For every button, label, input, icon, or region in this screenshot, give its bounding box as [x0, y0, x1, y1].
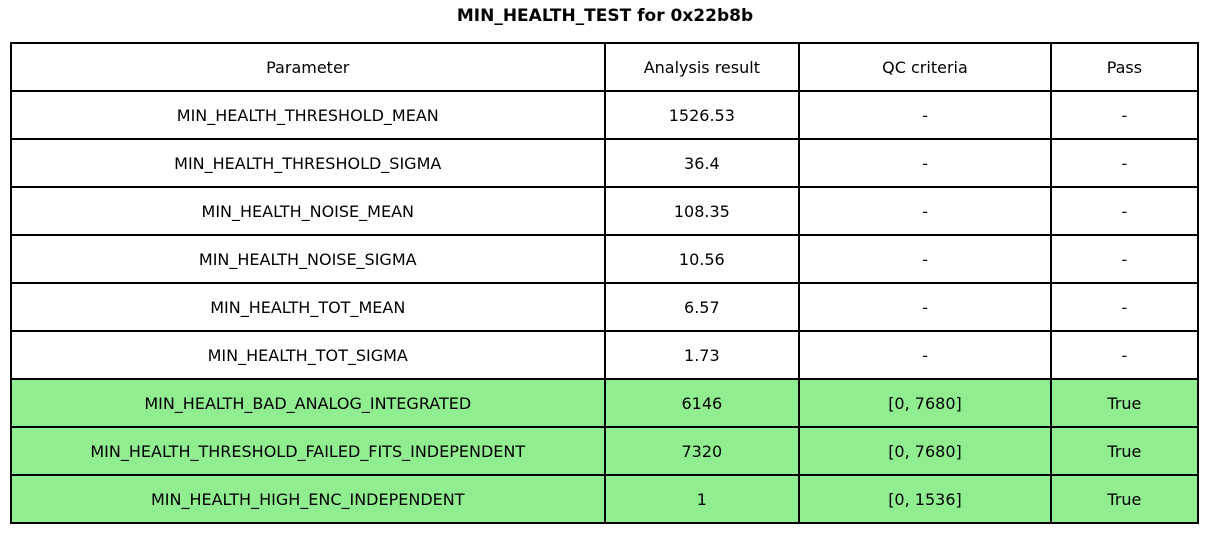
cell-parameter: MIN_HEALTH_THRESHOLD_SIGMA: [10, 138, 606, 188]
cell-parameter: MIN_HEALTH_TOT_MEAN: [10, 282, 606, 332]
cell-pass: -: [1049, 138, 1200, 188]
cell-analysis-result: 10.56: [603, 234, 801, 284]
cell-pass: True: [1049, 378, 1200, 428]
cell-analysis-result: 1: [603, 474, 801, 524]
cell-analysis-result: 1526.53: [603, 90, 801, 140]
table-row: MIN_HEALTH_THRESHOLD_SIGMA 36.4 - -: [10, 138, 1200, 188]
cell-qc-criteria: -: [798, 330, 1052, 380]
cell-parameter: MIN_HEALTH_HIGH_ENC_INDEPENDENT: [10, 474, 606, 524]
qc-results-table: Parameter Analysis result QC criteria Pa…: [10, 42, 1200, 524]
cell-analysis-result: 36.4: [603, 138, 801, 188]
cell-analysis-result: 1.73: [603, 330, 801, 380]
table-row: MIN_HEALTH_THRESHOLD_MEAN 1526.53 - -: [10, 90, 1200, 140]
cell-pass: -: [1049, 330, 1200, 380]
cell-analysis-result: 7320: [603, 426, 801, 476]
cell-parameter: MIN_HEALTH_TOT_SIGMA: [10, 330, 606, 380]
cell-parameter: MIN_HEALTH_NOISE_SIGMA: [10, 234, 606, 284]
cell-qc-criteria: -: [798, 138, 1052, 188]
table-row: MIN_HEALTH_BAD_ANALOG_INTEGRATED 6146 [0…: [10, 378, 1200, 428]
cell-qc-criteria: -: [798, 234, 1052, 284]
column-header-parameter: Parameter: [10, 42, 606, 92]
table-row: MIN_HEALTH_TOT_MEAN 6.57 - -: [10, 282, 1200, 332]
cell-qc-criteria: -: [798, 90, 1052, 140]
column-header-pass: Pass: [1049, 42, 1200, 92]
cell-pass: True: [1049, 474, 1200, 524]
cell-qc-criteria: [0, 1536]: [798, 474, 1052, 524]
cell-analysis-result: 108.35: [603, 186, 801, 236]
table-row: MIN_HEALTH_NOISE_SIGMA 10.56 - -: [10, 234, 1200, 284]
cell-analysis-result: 6146: [603, 378, 801, 428]
cell-parameter: MIN_HEALTH_BAD_ANALOG_INTEGRATED: [10, 378, 606, 428]
cell-qc-criteria: [0, 7680]: [798, 426, 1052, 476]
cell-pass: True: [1049, 426, 1200, 476]
table-row: MIN_HEALTH_TOT_SIGMA 1.73 - -: [10, 330, 1200, 380]
column-header-analysis-result: Analysis result: [603, 42, 801, 92]
page-title: MIN_HEALTH_TEST for 0x22b8b: [456, 6, 754, 26]
cell-parameter: MIN_HEALTH_THRESHOLD_FAILED_FITS_INDEPEN…: [10, 426, 606, 476]
table-row: MIN_HEALTH_THRESHOLD_FAILED_FITS_INDEPEN…: [10, 426, 1200, 476]
table-row: MIN_HEALTH_HIGH_ENC_INDEPENDENT 1 [0, 15…: [10, 474, 1200, 524]
cell-qc-criteria: -: [798, 282, 1052, 332]
cell-pass: -: [1049, 234, 1200, 284]
cell-parameter: MIN_HEALTH_THRESHOLD_MEAN: [10, 90, 606, 140]
table-header-row: Parameter Analysis result QC criteria Pa…: [10, 42, 1200, 92]
cell-pass: -: [1049, 90, 1200, 140]
table-row: MIN_HEALTH_NOISE_MEAN 108.35 - -: [10, 186, 1200, 236]
column-header-qc-criteria: QC criteria: [798, 42, 1052, 92]
cell-qc-criteria: -: [798, 186, 1052, 236]
cell-qc-criteria: [0, 7680]: [798, 378, 1052, 428]
cell-parameter: MIN_HEALTH_NOISE_MEAN: [10, 186, 606, 236]
cell-pass: -: [1049, 282, 1200, 332]
cell-analysis-result: 6.57: [603, 282, 801, 332]
cell-pass: -: [1049, 186, 1200, 236]
